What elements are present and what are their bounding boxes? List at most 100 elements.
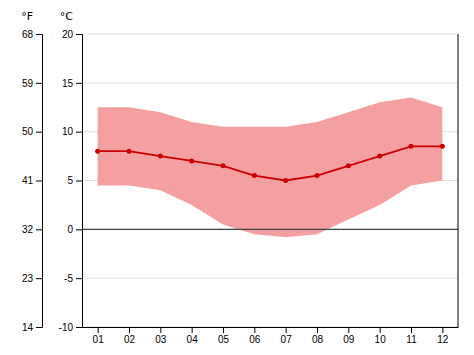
- marker: [252, 173, 257, 178]
- marker: [377, 154, 382, 159]
- y-tick: 0: [67, 224, 82, 235]
- y-tick-mark: [76, 34, 82, 35]
- x-tick-mark: [254, 327, 255, 333]
- y2-tick: 14: [22, 322, 42, 333]
- marker: [283, 178, 288, 183]
- y2-axis-line: [36, 35, 43, 328]
- y-tick-mark: [76, 83, 82, 84]
- y2-tick-label: 68: [22, 29, 34, 40]
- x-tick: 07: [281, 327, 293, 345]
- y-tick-mark: [76, 229, 82, 230]
- y2-tick: 32: [22, 224, 42, 235]
- x-tick-mark: [160, 327, 161, 333]
- y-tick: 5: [67, 175, 82, 186]
- x-tick: 06: [249, 327, 261, 345]
- chart-container: 010203040506070809101112-10-505101520142…: [0, 0, 474, 355]
- y2-tick-mark: [36, 181, 42, 182]
- y-tick: -5: [64, 273, 82, 284]
- y2-tick-label: 50: [22, 126, 34, 137]
- y2-axis: 14 23 32 41 50 59 68: [22, 29, 43, 333]
- x-tick-mark: [411, 327, 412, 333]
- y2-tick-mark: [36, 278, 42, 279]
- marker: [440, 144, 445, 149]
- x-tick: 09: [343, 327, 355, 345]
- y2-tick-mark: [36, 327, 42, 328]
- x-tick-label: 03: [155, 334, 167, 345]
- x-tick-label: 11: [406, 334, 417, 345]
- x-tick-label: 05: [218, 334, 230, 345]
- line: [98, 146, 443, 180]
- y2-tick-label: 23: [22, 273, 34, 284]
- x-tick-mark: [442, 327, 443, 333]
- y-tick-mark: [76, 181, 82, 182]
- y2-tick-mark: [36, 229, 42, 230]
- x-tick-label: 01: [93, 334, 105, 345]
- range-band: [98, 97, 443, 237]
- x-tick: 03: [155, 327, 167, 345]
- marker: [221, 163, 226, 168]
- reference-line: [82, 229, 458, 230]
- y2-tick-mark: [36, 34, 42, 35]
- x-tick-mark: [98, 327, 99, 333]
- x-tick: 08: [312, 327, 324, 345]
- y-axis-title: °C: [60, 10, 74, 23]
- x-tick-label: 02: [124, 334, 136, 345]
- x-tick-mark: [223, 327, 224, 333]
- x-axis-line: [83, 327, 459, 328]
- y-tick-mark: [76, 327, 82, 328]
- marker: [189, 158, 194, 163]
- y-tick: -10: [59, 322, 82, 333]
- x-tick: 11: [406, 327, 417, 345]
- x-tick-mark: [380, 327, 381, 333]
- plot-area: 010203040506070809101112-10-505101520142…: [21, 10, 458, 345]
- grid-line: [82, 82, 458, 83]
- grid-line: [82, 278, 458, 279]
- x-tick-label: 10: [375, 334, 387, 345]
- y-axis: -10 -5 0 5 10 15 20: [59, 29, 83, 333]
- y2-tick: 23: [22, 273, 42, 284]
- x-tick-label: 08: [312, 334, 324, 345]
- x-axis: 01 02 03 04 05 06 07 08 09 10 11 12: [83, 327, 459, 345]
- y-tick-label: 5: [67, 175, 73, 186]
- y2-tick: 59: [22, 78, 42, 89]
- y-tick-mark: [76, 132, 82, 133]
- y-tick-label: 10: [62, 126, 74, 137]
- x-tick-label: 07: [281, 334, 293, 345]
- x-tick: 02: [124, 327, 136, 345]
- y-tick-label: -10: [59, 322, 74, 333]
- grid-line: [82, 327, 458, 328]
- y2-tick-label: 32: [22, 224, 34, 235]
- x-tick-label: 09: [343, 334, 355, 345]
- y2-tick-label: 59: [22, 78, 34, 89]
- marker: [158, 154, 163, 159]
- y-tick-label: 15: [62, 78, 74, 89]
- y-tick: 20: [62, 29, 82, 40]
- marker: [95, 149, 100, 154]
- y2-tick: 50: [22, 126, 42, 137]
- y2-tick-label: 41: [22, 175, 34, 186]
- y-tick-mark: [76, 278, 82, 279]
- chart-svg: 010203040506070809101112-10-505101520142…: [0, 0, 474, 355]
- y2-tick: 41: [22, 175, 42, 186]
- y2-tick-mark: [36, 83, 42, 84]
- x-tick-mark: [192, 327, 193, 333]
- marker: [409, 144, 414, 149]
- y2-tick-mark: [36, 132, 42, 133]
- y-tick-label: 0: [67, 224, 73, 235]
- y2-tick-label: 14: [22, 322, 34, 333]
- y-axis-line: [76, 35, 83, 328]
- x-tick-mark: [286, 327, 287, 333]
- x-tick: 04: [187, 327, 199, 345]
- x-tick-label: 06: [249, 334, 261, 345]
- y-tick-label: -5: [64, 273, 73, 284]
- x-tick: 05: [218, 327, 230, 345]
- marker: [315, 173, 320, 178]
- grid-line: [82, 229, 458, 230]
- x-tick-mark: [317, 327, 318, 333]
- x-tick: 12: [437, 327, 449, 345]
- marker: [127, 149, 132, 154]
- y2-axis-title: °F: [21, 10, 33, 23]
- x-tick: 01: [93, 327, 105, 345]
- y-tick: 10: [62, 126, 82, 137]
- y2-tick: 68: [22, 29, 42, 40]
